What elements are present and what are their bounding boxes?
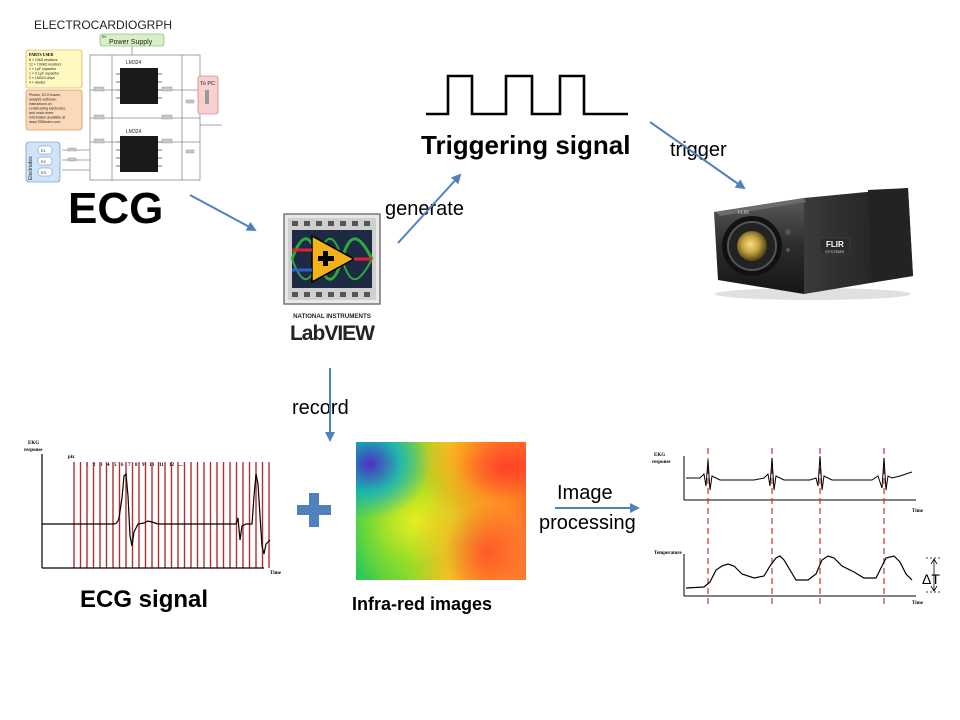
frame-number-label: 3: [100, 463, 103, 468]
electrodes-label: Electrodes: [28, 156, 34, 180]
note-line: constructing electrodes,: [29, 107, 66, 111]
result-ekg-ylabel-1: EKG: [654, 453, 665, 458]
chip-label-top: LM324: [126, 60, 142, 66]
note-line: analysis software,: [29, 98, 57, 102]
frame-number-label: 2: [93, 463, 96, 468]
frame-number-label: 5: [114, 463, 117, 468]
schematic-title: ELECTROCARDIOGRPH: [34, 18, 173, 32]
result-temp-trace: [685, 555, 913, 589]
labview-logo-icon: NATIONAL INSTRUMENTS LabVIEW: [283, 213, 381, 345]
ecg-plot-ylabel-2: response: [24, 448, 43, 453]
result-ekg-trace: [686, 455, 913, 491]
ecg-label: ECG: [68, 184, 164, 233]
ecg-plot-ylabel-1: EKG: [28, 441, 39, 446]
electrode-pin: E2: [41, 159, 47, 164]
result-temp-ylabel: Temperature: [654, 551, 683, 556]
circuit-schematic: LM324 LM324 9V Power Supply To PC PARTS …: [25, 33, 222, 183]
electrode-pin: E3: [41, 170, 47, 175]
frame-number-label: 7: [128, 463, 131, 468]
result-plots: EKG response Time Temperature Time ΔT: [652, 448, 942, 606]
generate-label: generate: [385, 198, 464, 220]
note-line: information available at: [29, 116, 65, 120]
delta-t-label: ΔT: [922, 571, 940, 587]
result-temp-xlabel: Time: [912, 601, 924, 606]
result-ekg-xlabel: Time: [912, 509, 924, 514]
electrode-pin: E1: [41, 148, 47, 153]
record-label: record: [292, 397, 349, 419]
trigger-label: trigger: [670, 139, 727, 161]
parts-item: 1 × 1µF capacitor: [29, 67, 57, 71]
result-ekg-ylabel-2: response: [652, 460, 671, 465]
arrow-ecg-to-labview: [189, 194, 257, 231]
note-line: www.TBDIndex.com: [29, 120, 61, 124]
parts-item: 2 × LM324 chips: [29, 76, 55, 80]
labview-brand-top: NATIONAL INSTRUMENTS: [293, 313, 371, 320]
frame-number-label: 4: [107, 463, 110, 468]
plus-icon: [297, 493, 331, 527]
power-supply-label: Power Supply: [109, 39, 153, 46]
infrared-image: [356, 442, 526, 580]
square-wave-icon: [426, 74, 628, 116]
infra-red-images-label: Infra-red images: [352, 594, 493, 614]
frame-number-label: ...: [179, 463, 184, 468]
frame-number-label: 6: [121, 463, 124, 468]
ecg-signal-label: ECG signal: [80, 586, 209, 613]
note-line: instructions on: [29, 102, 52, 106]
frame-number-label: 11: [159, 463, 164, 468]
flir-brand-sub: SYSTEMS: [825, 249, 844, 254]
parts-item: 4 × diodes: [29, 81, 45, 85]
ecg-plot-xlabel: Time: [270, 571, 282, 576]
parts-used-title: PARTS USED: [29, 52, 53, 57]
flir-body-label: FLIR: [738, 210, 749, 216]
ecg-plot-pix-label: pix: [68, 455, 75, 460]
parts-item: 8 × 10kΩ resistors: [29, 58, 58, 62]
arrow-trigger-to-camera: [649, 121, 746, 190]
chip-label-bottom: LM324: [126, 129, 142, 135]
parts-item: 12 × 100kΩ resistors: [29, 63, 62, 67]
power-tag: 9V: [102, 35, 107, 39]
triggering-signal-label: Triggering signal: [421, 130, 631, 160]
frame-number-label: 9: [142, 463, 145, 468]
delta-t-indicator: [926, 557, 942, 593]
ecg-trace: [42, 472, 271, 555]
arrow-labview-to-trigger: [397, 173, 462, 244]
note-line: and much more: [29, 111, 53, 115]
ecg-signal-plot: EKG response Time pix 123456789101112...: [24, 441, 282, 576]
parts-item: 1 × 0.1µF capacitor: [29, 72, 60, 76]
flir-camera-icon: FLIR SYSTEMS FLIR: [714, 188, 913, 300]
to-pc-label: To PC: [200, 81, 215, 87]
note-line: Photos, ECG traces,: [29, 93, 61, 97]
image-processing-label-1: Image: [557, 482, 613, 504]
image-processing-label-2: processing: [539, 512, 636, 534]
frame-number-label: 8: [135, 463, 138, 468]
labview-brand-main: LabVIEW: [290, 322, 375, 345]
flir-brand: FLIR: [826, 240, 844, 249]
